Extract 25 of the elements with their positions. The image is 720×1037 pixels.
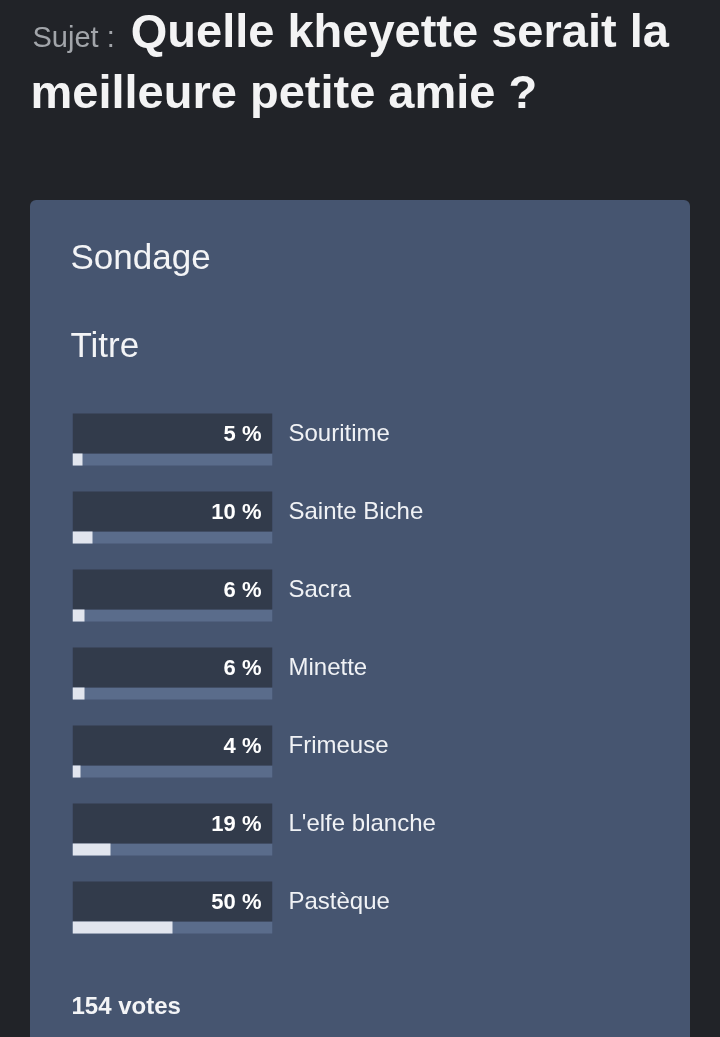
bar — [72, 531, 93, 544]
bar — [72, 765, 81, 778]
data-label: 5 % — [223, 421, 262, 447]
text: 154 votes — [71, 992, 181, 1020]
text: Sujet : — [32, 21, 115, 54]
text: Titre — [70, 325, 140, 365]
data-label: 6 % — [223, 655, 262, 681]
y-tick-label: L'elfe blanche — [288, 809, 436, 837]
bar — [72, 921, 173, 934]
y-tick-label: Sacra — [288, 575, 352, 603]
bar — [72, 609, 85, 622]
y-tick-label: Pastèque — [288, 887, 390, 915]
y-tick-label: Frimeuse — [288, 731, 389, 759]
data-label: 6 % — [223, 577, 262, 603]
y-tick-label: Minette — [288, 653, 368, 681]
bar — [72, 453, 83, 466]
y-tick-label: Souritime — [288, 419, 390, 447]
data-label: 10 % — [211, 499, 262, 525]
data-label: 4 % — [223, 733, 262, 759]
data-label: 50 % — [211, 889, 262, 915]
data-label: 19 % — [211, 811, 262, 837]
y-tick-label: Sainte Biche — [288, 497, 424, 525]
bar — [72, 687, 85, 700]
bar — [72, 843, 111, 856]
text: Sondage — [70, 237, 211, 277]
